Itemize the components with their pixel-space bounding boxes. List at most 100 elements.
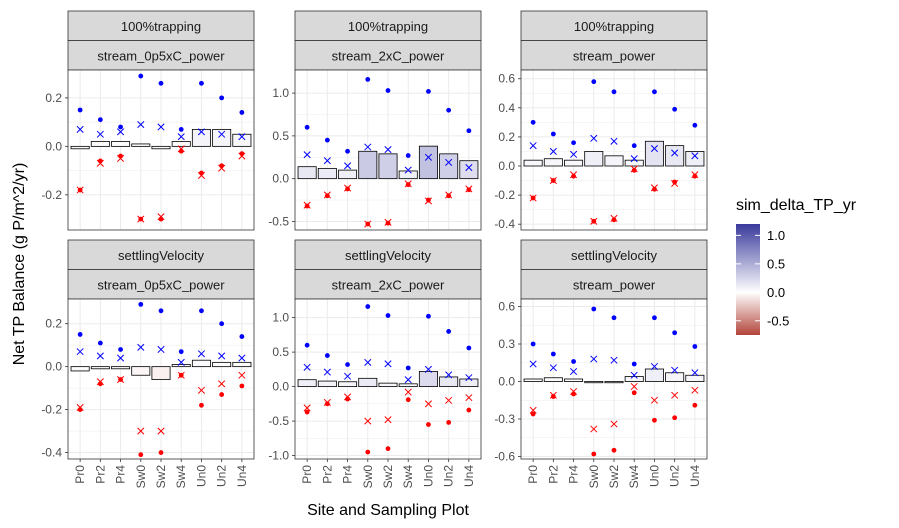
blue-x-point xyxy=(384,360,392,368)
blue-dot-point xyxy=(446,329,452,334)
blue-dot-point xyxy=(199,308,204,314)
blue-dot-point xyxy=(324,353,330,358)
bar-Pr4 xyxy=(564,159,584,167)
bar-Un4 xyxy=(232,361,252,368)
red-dot-point xyxy=(239,383,245,389)
blue-dot-point xyxy=(466,128,472,134)
facet-strip-bottom xyxy=(294,269,482,300)
red-dot-point xyxy=(405,182,411,188)
x-tick-label: Pr2 xyxy=(546,465,560,484)
bar-Un2 xyxy=(212,361,232,368)
x-tick-label: Un0 xyxy=(194,465,208,487)
y-tick-label: -0.5 xyxy=(268,214,289,228)
y-tick-label: 0.0 xyxy=(498,375,515,389)
blue-dot-point xyxy=(550,351,556,357)
blue-x-point xyxy=(650,362,658,371)
blue-x-point xyxy=(465,163,473,172)
x-tick-label: Sw2 xyxy=(607,465,621,489)
y-tick-label: 0.0 xyxy=(45,360,62,374)
facet-strip-top xyxy=(294,239,482,270)
blue-dot-point xyxy=(611,89,617,95)
blue-x-point xyxy=(404,166,412,174)
blue-x-point xyxy=(157,123,165,131)
y-tick-label: 0.4 xyxy=(498,101,515,115)
y-axis-title: Net TP Balance (g P/m^2/yr) xyxy=(11,163,28,366)
legend-colorbar xyxy=(736,224,760,335)
x-axis-title: Site and Sampling Plot xyxy=(307,502,469,519)
blue-x-point xyxy=(197,350,205,358)
bar-Un2 xyxy=(439,153,459,180)
blue-x-point xyxy=(303,151,311,159)
bar-Un2 xyxy=(439,376,459,387)
bar-Sw4 xyxy=(398,170,418,180)
facet-strip-bottom-label: stream_0p5xC_power xyxy=(97,277,225,292)
bar-Pr0 xyxy=(70,366,90,372)
blue-dot-point xyxy=(692,344,698,349)
red-x-point xyxy=(445,396,453,404)
blue-dot-point xyxy=(118,347,123,352)
red-dot-point xyxy=(77,407,83,413)
red-dot-point xyxy=(385,446,391,452)
legend-tick-label: -0.5 xyxy=(767,313,789,328)
blue-x-point xyxy=(157,345,165,354)
red-dot-point xyxy=(219,163,225,169)
y-tick-label: 0.0 xyxy=(45,139,62,153)
bar-Sw2 xyxy=(378,382,398,387)
facet-panel: 100%trapping stream_2xC_power -0.5 0.0 0.5 1.… xyxy=(268,10,482,231)
bar-Pr2 xyxy=(90,141,110,147)
blue-x-point xyxy=(303,363,311,371)
x-tick-label: Sw2 xyxy=(381,465,395,489)
red-dot-point xyxy=(365,221,371,227)
blue-x-point xyxy=(630,155,638,163)
bar-Un4 xyxy=(685,151,705,167)
blue-dot-point xyxy=(692,122,698,128)
y-tick-label: 0.2 xyxy=(45,91,62,105)
bar-Pr2 xyxy=(317,380,337,387)
y-tick-label: 0.0 xyxy=(272,172,289,186)
blue-dot-point xyxy=(426,88,431,94)
blue-dot-point xyxy=(158,80,164,86)
x-tick-label: Sw4 xyxy=(174,465,188,489)
blue-x-point xyxy=(96,130,104,138)
bar-Sw4 xyxy=(624,159,644,167)
x-tick-label: Pr4 xyxy=(567,465,581,484)
red-dot-point xyxy=(345,396,350,402)
blue-dot-point xyxy=(405,365,411,371)
red-dot-point xyxy=(692,173,698,179)
red-dot-point xyxy=(466,407,472,413)
bar-Sw4 xyxy=(624,376,644,382)
x-tick-label: Pr0 xyxy=(300,465,314,484)
bar-Un2 xyxy=(665,145,685,167)
blue-dot-point xyxy=(631,143,637,149)
blue-dot-point xyxy=(345,362,350,367)
facet-strip-bottom xyxy=(67,40,255,71)
blue-dot-point xyxy=(426,313,431,319)
y-tick-label: 0.5 xyxy=(272,129,289,143)
y-tick-label: 0.5 xyxy=(272,345,289,359)
facet-strip-top xyxy=(67,10,255,41)
red-dot-point xyxy=(426,422,431,427)
blue-x-point xyxy=(218,352,226,360)
blue-x-point xyxy=(117,354,125,362)
bar-Sw0 xyxy=(131,143,151,147)
bar-Un4 xyxy=(232,133,252,147)
bar-Sw0 xyxy=(358,377,378,387)
blue-x-point xyxy=(137,120,145,129)
blue-dot-point xyxy=(345,148,350,154)
blue-x-point xyxy=(323,157,331,165)
red-dot-point xyxy=(672,415,678,421)
y-tick-label: 0.0 xyxy=(272,380,289,394)
bar-Pr0 xyxy=(297,166,317,180)
blue-x-point xyxy=(529,360,537,368)
blue-x-point xyxy=(344,372,352,380)
red-dot-point xyxy=(304,203,310,209)
red-dot-point xyxy=(530,411,536,417)
facet-panel: 100%trapping stream_0p5xC_power -0.2 0.0 0.2 xyxy=(41,10,255,231)
blue-dot-point xyxy=(239,110,245,115)
red-dot-point xyxy=(199,402,204,408)
blue-dot-point xyxy=(611,315,617,321)
blue-x-point xyxy=(570,150,578,158)
red-x-point xyxy=(424,400,432,408)
blue-x-point xyxy=(630,371,638,379)
x-tick-label: Pr2 xyxy=(93,465,107,484)
